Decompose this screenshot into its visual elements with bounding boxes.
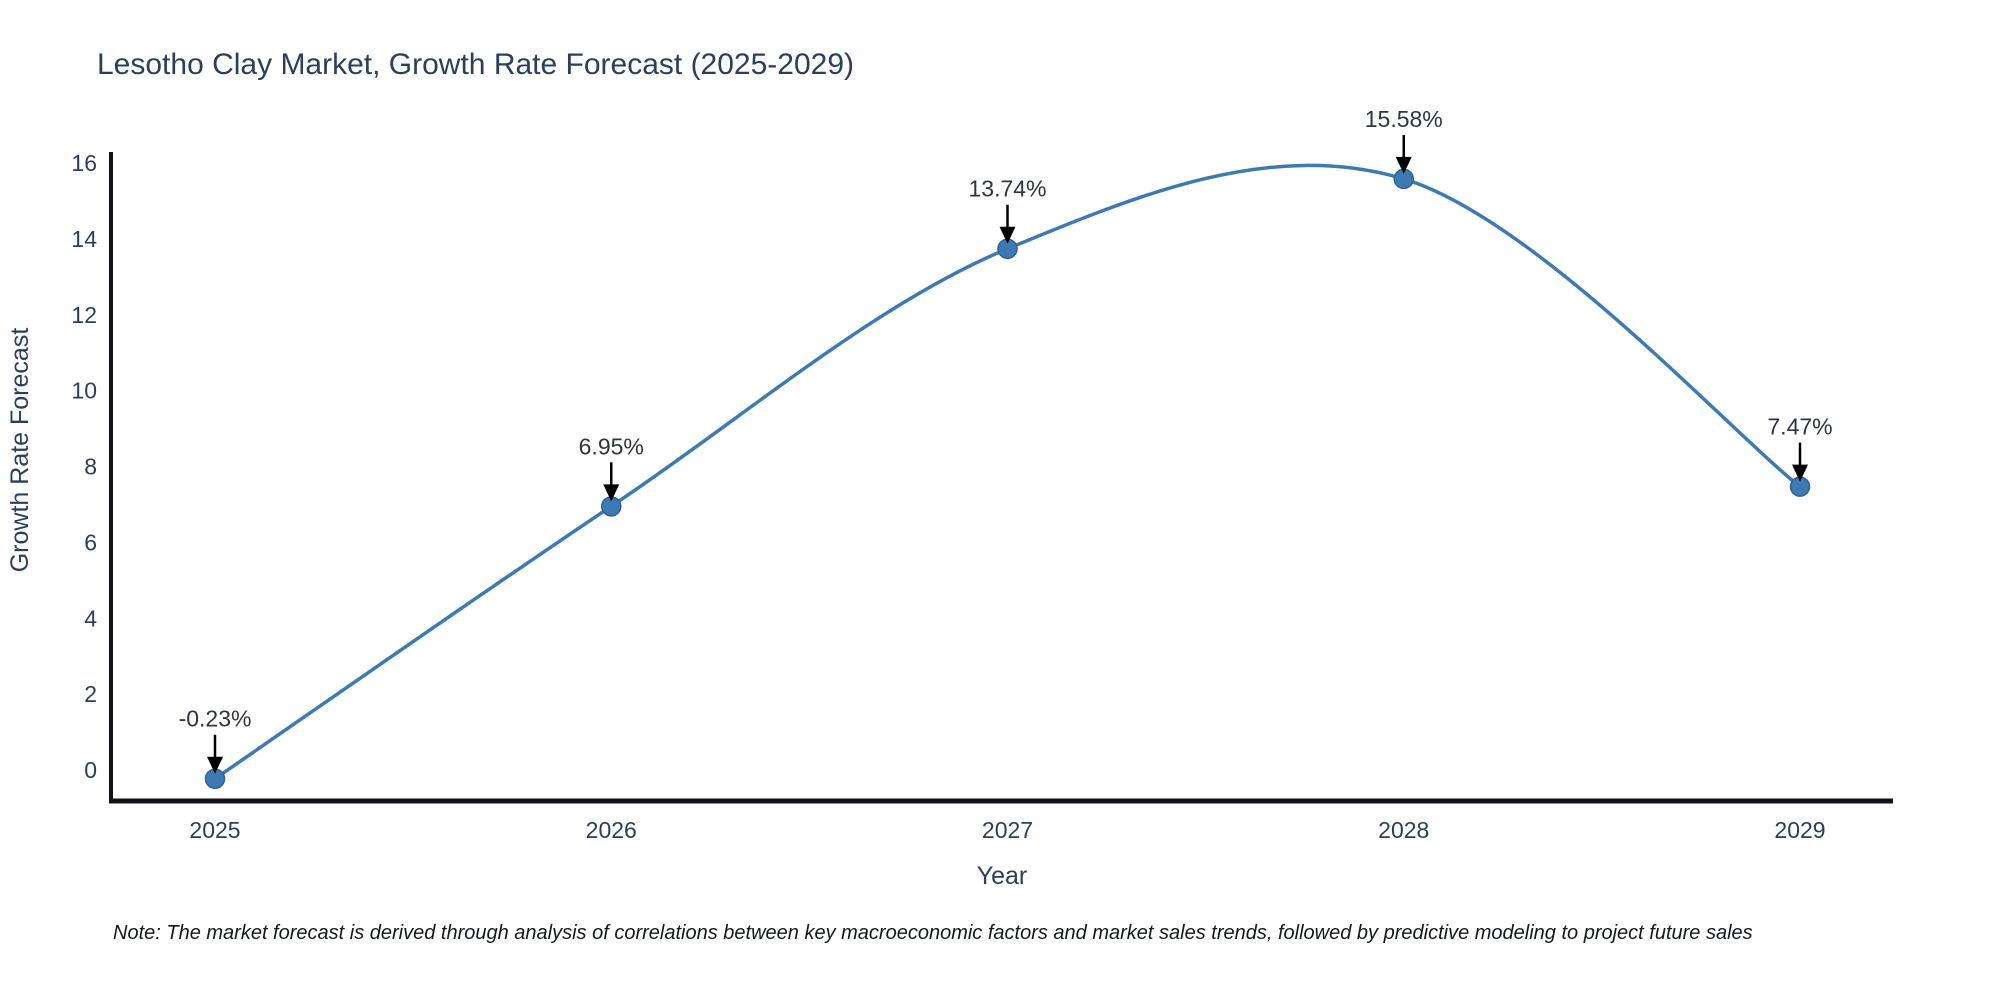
data-point-label: 7.47% (1767, 414, 1832, 440)
annotation-arrow-head (603, 484, 620, 502)
x-tick-label: 2029 (1774, 817, 1825, 843)
y-tick-label: 2 (84, 681, 97, 707)
x-tick-label: 2026 (586, 817, 637, 843)
y-tick-label: 12 (71, 302, 97, 328)
y-tick-label: 10 (71, 378, 97, 404)
y-tick-label: 8 (84, 454, 97, 480)
data-point-label: 13.74% (968, 176, 1046, 202)
chart-title: Lesotho Clay Market, Growth Rate Forecas… (97, 48, 854, 81)
chart-footnote: Note: The market forecast is derived thr… (113, 922, 1753, 944)
data-point-label: -0.23% (179, 706, 252, 732)
y-tick-label: 6 (84, 529, 97, 555)
y-axis-tick-labels: 0 2 4 6 8 10 12 14 16 (71, 150, 97, 783)
y-tick-label: 16 (71, 150, 97, 176)
data-point-label: 6.95% (579, 433, 644, 459)
y-tick-label: 0 (84, 757, 97, 783)
annotation-arrow-head (207, 756, 223, 774)
data-point-annotations: -0.23% 6.95% 13.74% 15.58% 7.47% (179, 106, 1833, 774)
data-point-markers (204, 168, 1811, 789)
x-axis-title: Year (977, 862, 1028, 890)
x-tick-label: 2027 (982, 817, 1033, 843)
x-tick-label: 2025 (189, 817, 240, 843)
x-tick-label: 2028 (1378, 817, 1429, 843)
data-point-label: 15.58% (1365, 106, 1443, 132)
y-axis-title: Growth Rate Forecast (6, 328, 34, 573)
y-tick-label: 4 (84, 605, 97, 631)
annotation-arrow-head (999, 226, 1016, 244)
annotation-arrow-head (1792, 464, 1808, 482)
x-axis-tick-labels: 2025 2026 2027 2028 2029 (189, 817, 1825, 843)
annotation-arrow-head (1395, 156, 1412, 174)
y-tick-label: 14 (71, 226, 97, 252)
